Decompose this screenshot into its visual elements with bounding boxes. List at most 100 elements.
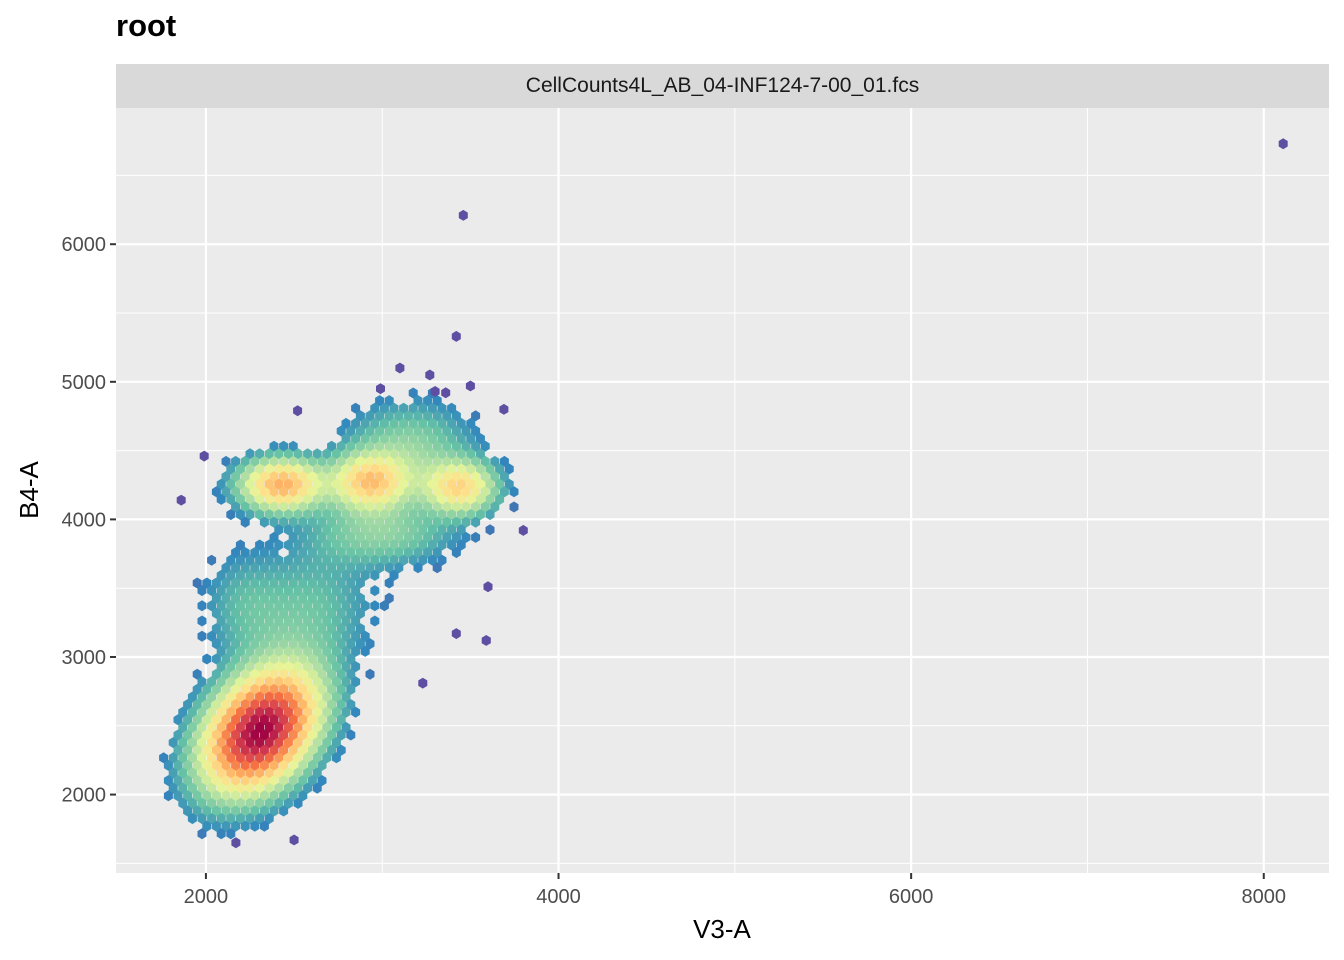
hex-cell xyxy=(403,440,413,452)
hex-cell xyxy=(259,516,269,528)
hex-cell xyxy=(370,417,380,429)
hex-cell xyxy=(283,691,293,703)
hex-cell xyxy=(384,547,394,559)
hex-cell xyxy=(370,554,380,566)
hex-cell xyxy=(283,752,293,764)
hex-cell xyxy=(264,661,274,673)
hex-cell xyxy=(293,539,303,551)
hex-cell xyxy=(250,729,260,741)
hex-cell xyxy=(375,425,385,437)
hex-cell xyxy=(293,463,303,475)
outlier-hex xyxy=(231,837,241,849)
hex-cell xyxy=(327,668,337,680)
hex-cell xyxy=(279,790,289,802)
hex-cell xyxy=(370,463,380,475)
hex-cell xyxy=(279,607,289,619)
hex-cell xyxy=(192,790,202,802)
hex-cell xyxy=(298,501,308,513)
hex-cell xyxy=(485,509,495,521)
hex-cell xyxy=(226,585,236,597)
hex-cell xyxy=(240,790,250,802)
hex-cell xyxy=(437,554,447,566)
hex-cell xyxy=(418,402,428,414)
hex-cell xyxy=(360,493,370,505)
hex-cell xyxy=(331,721,341,733)
hex-cell xyxy=(216,828,226,840)
hex-cell xyxy=(298,729,308,741)
hex-cell xyxy=(250,592,260,604)
hex-cell xyxy=(269,501,279,513)
hex-cell xyxy=(283,737,293,749)
hex-cell xyxy=(303,661,313,673)
hex-cell xyxy=(355,455,365,467)
hex-cell xyxy=(279,455,289,467)
hex-cell xyxy=(269,516,279,528)
hex-cell xyxy=(279,683,289,695)
hex-cell xyxy=(456,493,466,505)
hex-cell xyxy=(192,744,202,756)
hex-cell xyxy=(183,729,193,741)
hex-cell xyxy=(264,509,274,521)
hex-cell xyxy=(375,531,385,543)
hex-cell xyxy=(250,623,260,635)
hex-cell xyxy=(312,676,322,688)
x-tick-label: 6000 xyxy=(889,886,934,908)
outlier-hex xyxy=(395,362,405,374)
hex-cell xyxy=(235,752,245,764)
hex-cell xyxy=(351,676,361,688)
hex-cell xyxy=(384,471,394,483)
hex-cell xyxy=(475,433,485,445)
hex-cell xyxy=(303,615,313,627)
hex-cell xyxy=(259,790,269,802)
hex-cell xyxy=(331,691,341,703)
hex-cell xyxy=(211,592,221,604)
hex-cell xyxy=(207,797,217,809)
hex-cell xyxy=(255,585,265,597)
hex-cell xyxy=(485,524,495,536)
hex-cell xyxy=(255,752,265,764)
hex-cell xyxy=(235,585,245,597)
hex-cell xyxy=(451,440,461,452)
hex-cell xyxy=(298,623,308,635)
hex-cell xyxy=(437,478,447,490)
hex-cell xyxy=(312,539,322,551)
hex-cell xyxy=(279,501,289,513)
hex-cell xyxy=(447,448,457,460)
hex-cell xyxy=(360,433,370,445)
outlier-hex xyxy=(376,383,385,395)
hex-cell xyxy=(447,539,457,551)
hex-cell xyxy=(341,463,351,475)
hex-cell xyxy=(307,486,317,498)
hex-cell xyxy=(255,554,265,566)
hex-cell xyxy=(365,455,375,467)
hex-cell xyxy=(221,668,231,680)
hex-cell xyxy=(264,600,274,612)
hex-cell xyxy=(288,531,298,543)
hex-cell xyxy=(197,721,207,733)
hex-cell xyxy=(235,493,245,505)
hex-cell xyxy=(303,752,313,764)
hex-cell xyxy=(403,531,413,543)
hex-cell xyxy=(274,782,284,794)
hex-cell xyxy=(331,630,341,642)
hex-cell xyxy=(240,775,250,787)
hex-cell xyxy=(451,501,461,513)
hex-cell xyxy=(288,471,298,483)
hex-cell xyxy=(240,683,250,695)
hex-cell xyxy=(221,623,231,635)
hex-cell xyxy=(370,569,380,581)
hex-cell xyxy=(245,706,255,718)
hex-cell xyxy=(413,455,423,467)
hex-cell xyxy=(379,600,389,612)
hex-cell xyxy=(226,706,236,718)
hex-cell xyxy=(163,775,173,787)
hex-cell xyxy=(456,417,466,429)
hex-cell xyxy=(231,699,241,711)
hex-cell xyxy=(307,577,317,589)
hex-cell xyxy=(231,744,241,756)
hex-cell xyxy=(331,509,341,521)
hex-cell xyxy=(341,569,351,581)
hex-cell xyxy=(341,433,351,445)
hex-cell xyxy=(187,813,197,825)
hex-cell xyxy=(379,463,389,475)
